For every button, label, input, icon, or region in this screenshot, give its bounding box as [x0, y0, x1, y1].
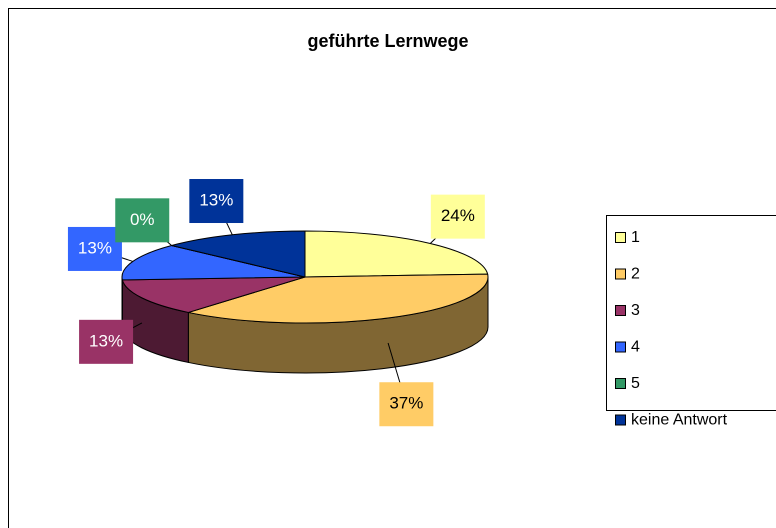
legend-swatch — [615, 305, 626, 316]
data-label: 13% — [78, 238, 112, 257]
legend-label: 3 — [631, 302, 640, 319]
slice — [121, 244, 306, 281]
legend-label: 1 — [631, 229, 640, 246]
slice — [121, 276, 306, 313]
slice — [188, 273, 489, 324]
data-label: 24% — [441, 206, 475, 225]
data-label: 13% — [199, 190, 233, 209]
legend-label: 4 — [631, 339, 640, 356]
data-label: 13% — [89, 331, 123, 350]
data-label-box — [79, 319, 134, 364]
data-label-box — [67, 226, 122, 271]
chart-title: geführte Lernwege — [307, 31, 468, 51]
data-label: 37% — [389, 394, 423, 413]
data-label-box — [189, 179, 244, 224]
legend-label: 2 — [631, 266, 640, 283]
legend-swatch — [615, 232, 626, 243]
slice — [171, 230, 306, 278]
legend-swatch — [615, 378, 626, 389]
legend-box — [606, 215, 776, 411]
slice — [304, 230, 489, 278]
data-label-box — [430, 194, 485, 239]
data-label-box — [115, 198, 170, 243]
legend-swatch — [615, 414, 626, 426]
legend-swatch — [615, 268, 626, 280]
legend-swatch — [615, 341, 626, 353]
data-label: 0% — [130, 210, 155, 229]
legend-label: keine Antwort — [631, 412, 728, 429]
data-label-box — [379, 382, 434, 427]
legend-label: 5 — [631, 375, 640, 392]
